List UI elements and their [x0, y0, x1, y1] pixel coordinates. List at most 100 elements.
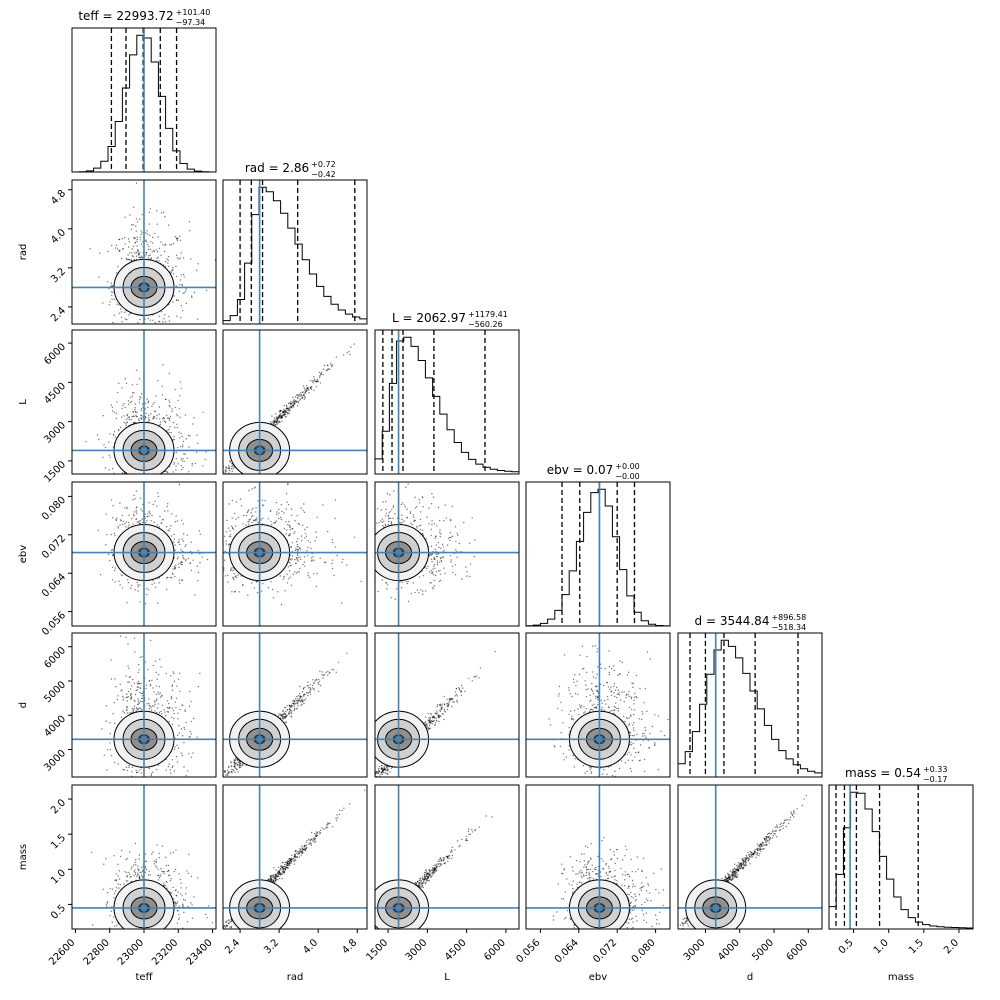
sample-point — [194, 462, 196, 465]
scatter-panel-ebv-vs-rad — [222, 481, 368, 627]
sample-point — [302, 524, 304, 526]
sample-point — [355, 563, 356, 564]
sample-point — [451, 565, 454, 567]
sample-point — [304, 389, 306, 391]
sample-point — [133, 237, 135, 239]
sample-point — [299, 399, 301, 401]
sample-point — [155, 417, 158, 419]
sample-point — [428, 523, 430, 525]
sample-point — [118, 304, 120, 306]
sample-point — [394, 598, 396, 600]
sample-point — [289, 576, 291, 578]
sample-point — [277, 416, 279, 418]
sample-point — [172, 269, 174, 271]
sample-point — [435, 570, 438, 573]
sample-point — [125, 422, 127, 425]
sample-point — [174, 406, 177, 409]
sample-point — [280, 410, 282, 412]
sample-point — [437, 541, 439, 544]
sample-point — [192, 496, 193, 497]
sample-point — [179, 672, 181, 674]
sample-point — [228, 475, 229, 476]
sample-point — [104, 446, 107, 448]
sample-point — [133, 515, 135, 517]
sample-point — [172, 709, 175, 712]
sample-point — [392, 517, 394, 519]
sample-point — [151, 679, 153, 682]
sample-point — [242, 584, 244, 586]
sample-point — [391, 508, 393, 511]
sample-point — [127, 526, 130, 528]
sample-point — [240, 505, 243, 507]
sample-point — [125, 257, 128, 259]
sample-point — [388, 518, 390, 520]
sample-point — [308, 690, 311, 693]
sample-point — [170, 695, 172, 698]
sample-point — [294, 698, 297, 700]
panel-frame — [71, 179, 217, 325]
sample-point — [153, 415, 155, 418]
sample-point — [110, 291, 113, 293]
sample-point — [173, 680, 176, 682]
sample-point — [312, 556, 314, 558]
sample-point — [239, 765, 241, 767]
sample-point — [178, 566, 180, 569]
sample-point — [310, 380, 312, 382]
sample-point — [182, 440, 184, 443]
sample-point — [99, 252, 101, 254]
sample-point — [153, 705, 155, 707]
sample-point — [199, 562, 201, 564]
sample-point — [141, 695, 144, 697]
sample-point — [173, 541, 175, 543]
sample-point — [211, 478, 212, 479]
sample-point — [112, 291, 114, 294]
sample-point — [174, 701, 176, 703]
sample-point — [278, 416, 280, 418]
sample-point — [248, 520, 250, 522]
sample-point — [304, 537, 306, 539]
sample-point — [145, 251, 147, 254]
sample-point — [230, 525, 233, 527]
sample-point — [295, 556, 298, 559]
sample-point — [276, 511, 278, 513]
sample-point — [300, 392, 302, 394]
sample-point — [287, 402, 290, 404]
sample-point — [138, 378, 141, 380]
sample-point — [112, 463, 113, 464]
sample-point — [312, 380, 314, 382]
sample-point — [165, 398, 167, 401]
sample-point — [365, 569, 366, 570]
sample-point — [168, 763, 170, 765]
sample-point — [152, 664, 154, 667]
sample-point — [363, 517, 364, 518]
sample-point — [346, 652, 348, 655]
sample-point — [181, 754, 183, 757]
sample-point — [160, 212, 163, 214]
sample-point — [159, 421, 162, 423]
sample-point — [128, 327, 129, 328]
sample-point — [168, 530, 170, 532]
scatter-panel-L-vs-teff — [71, 329, 217, 475]
sample-point — [385, 582, 387, 584]
sample-point — [196, 318, 199, 320]
sample-point — [296, 515, 298, 517]
sample-point — [332, 541, 334, 544]
sample-point — [409, 511, 412, 513]
sample-point — [175, 413, 178, 416]
sample-point — [125, 424, 127, 426]
sample-point — [179, 445, 182, 448]
sample-point — [140, 243, 143, 245]
sample-point — [151, 514, 153, 517]
sample-point — [425, 590, 427, 592]
sample-point — [230, 568, 232, 571]
sample-point — [128, 514, 130, 516]
sample-point — [163, 327, 164, 328]
sample-point — [390, 517, 392, 519]
sample-point — [155, 768, 158, 771]
sample-point — [151, 251, 153, 253]
sample-point — [291, 555, 294, 557]
sample-point — [310, 547, 312, 550]
sample-point — [169, 706, 171, 709]
sample-point — [180, 752, 183, 754]
sample-point — [97, 529, 100, 532]
